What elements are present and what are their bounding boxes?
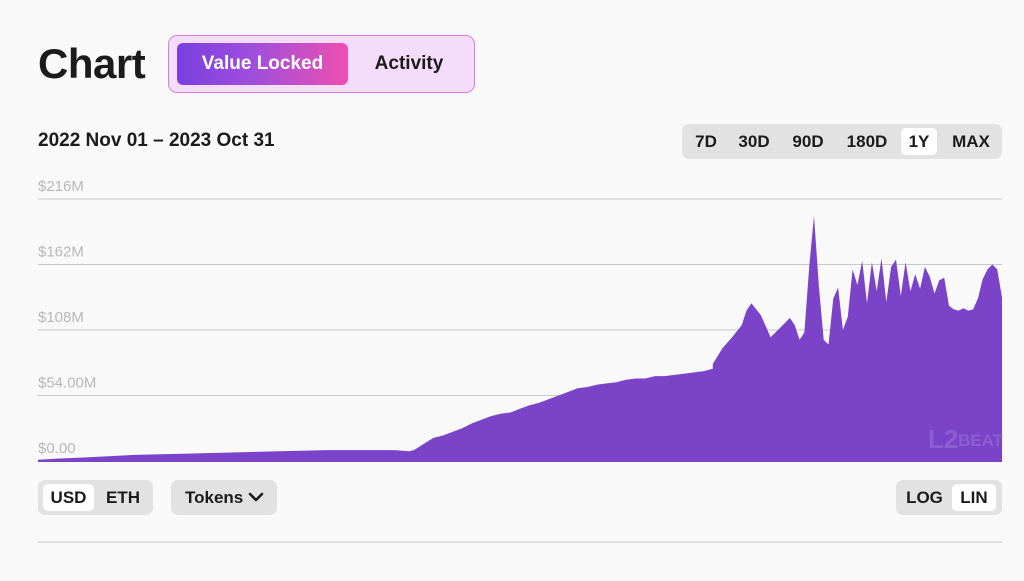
scale-toggle: LOG LIN [896,480,1002,515]
l2beat-watermark: L2 BEAT [928,424,1004,454]
range-180d-button[interactable]: 180D [846,132,888,151]
range-30d-button[interactable]: 30D [738,132,770,151]
y-tick-label: $162M [38,244,84,261]
time-range-selector: 7D 30D 90D 180D 1Y MAX [682,124,1002,159]
page-title: Chart [38,40,146,87]
watermark-beat: BEAT [958,431,1004,450]
usd-button[interactable]: USD [43,484,94,511]
log-scale-button[interactable]: LOG [906,488,943,507]
date-range-label: 2022 Nov 01 – 2023 Oct 31 [38,130,275,151]
activity-tab[interactable]: Activity [374,53,444,74]
y-tick-label: $0.00 [38,440,76,457]
bottom-divider [38,541,1002,543]
range-1y-button[interactable]: 1Y [901,128,937,155]
view-switch: Value Locked Activity [168,35,475,93]
currency-toggle: USD ETH [38,480,153,515]
y-tick-label: $54.00M [38,375,96,392]
lin-scale-button[interactable]: LIN [952,484,996,511]
tokens-dropdown[interactable]: Tokens [171,480,277,515]
range-max-button[interactable]: MAX [952,132,990,151]
chevron-down-icon [248,492,264,502]
range-7d-button[interactable]: 7D [695,132,717,151]
tvl-area-series [38,216,1002,461]
watermark-l2: L2 [928,424,958,454]
y-tick-label: $216M [38,178,84,195]
tokens-label: Tokens [185,488,244,507]
eth-button[interactable]: ETH [106,488,140,507]
value-locked-tab[interactable]: Value Locked [177,43,348,85]
range-90d-button[interactable]: 90D [792,132,824,151]
y-tick-label: $108M [38,309,84,326]
